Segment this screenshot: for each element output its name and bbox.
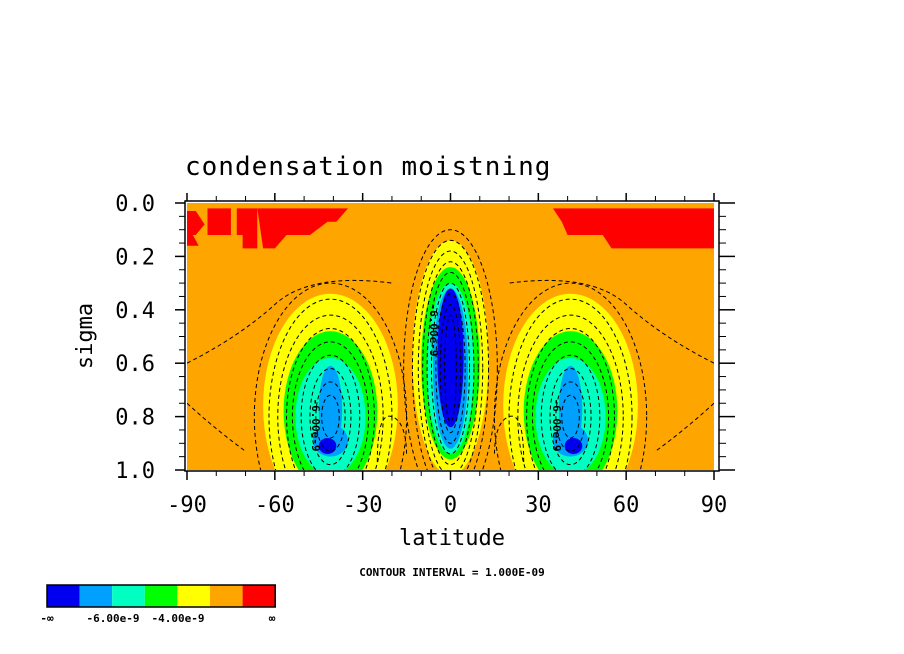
x-tick-label: 90 <box>701 493 728 518</box>
colorbar-swatch <box>210 585 243 607</box>
colorbar-swatch <box>242 585 276 607</box>
colorbar-label-1: -6.00e-9 <box>87 612 140 625</box>
y-axis-label: sigma <box>73 303 98 369</box>
contour-line <box>187 279 393 364</box>
contour-line <box>508 279 714 364</box>
y-tick-label: 0.0 <box>115 192 155 217</box>
x-tick-label: 60 <box>613 493 640 518</box>
blob-left-min <box>318 437 337 454</box>
x-tick-label: -60 <box>255 493 295 518</box>
y-tick-label: 0.8 <box>115 406 155 431</box>
colorbar-frame <box>46 584 276 608</box>
contour-line <box>417 250 484 470</box>
y-tick-label: 0.2 <box>115 245 155 270</box>
contour-line <box>315 381 346 452</box>
colorbar-swatch <box>47 585 80 607</box>
red-patches <box>187 208 714 249</box>
colorbar <box>46 584 276 608</box>
contour-line <box>376 415 408 462</box>
contour-line <box>309 368 352 466</box>
contour-line <box>540 354 601 470</box>
contour-line <box>300 354 361 470</box>
colorbar-label-2: -4.00e-9 <box>152 612 205 625</box>
contour-line <box>430 282 471 455</box>
contour-line <box>493 282 648 470</box>
contour-label-center: -6.00e-9 <box>427 304 440 357</box>
contour-label-right: -6.00e-9 <box>550 399 563 452</box>
x-tick-label: -30 <box>343 493 383 518</box>
contour-line <box>277 314 384 470</box>
y-tick-label: 0.6 <box>115 352 155 377</box>
contour-line <box>493 415 525 462</box>
contour-line <box>549 368 592 466</box>
colorbar-swatch <box>112 585 145 607</box>
colorbar-swatch <box>177 585 210 607</box>
contour-line <box>321 394 340 439</box>
contour-line <box>411 239 490 470</box>
x-tick-label: 30 <box>525 493 552 518</box>
contour-line <box>655 402 714 452</box>
contour-line <box>561 394 580 439</box>
positive-patch <box>207 208 231 236</box>
contour-line <box>187 402 246 452</box>
contour-line <box>444 314 457 423</box>
positive-patch <box>187 235 199 246</box>
blob-center-min <box>437 288 464 428</box>
y-tick-label: 1.0 <box>115 459 155 484</box>
positive-patch <box>187 211 205 236</box>
colorbar-label-pos-inf: ∞ <box>269 612 276 625</box>
colorbar-swatch <box>144 585 178 607</box>
positive-patch <box>257 208 349 249</box>
colorbar-swatch <box>79 585 113 607</box>
contour-line <box>291 341 370 470</box>
contour-line <box>531 341 610 470</box>
contour-line <box>526 328 615 470</box>
contour-interval-note: CONTOUR INTERVAL = 1.000E-09 <box>359 566 544 579</box>
x-tick-label: -90 <box>167 493 207 518</box>
colorbar-label-neg-inf: -∞ <box>40 612 54 625</box>
positive-patch <box>552 208 714 249</box>
contour-line <box>426 271 475 466</box>
contour-line <box>403 229 498 470</box>
contour-line <box>435 293 466 444</box>
positive-patch <box>236 211 255 236</box>
contour-line <box>286 328 375 470</box>
plot-area <box>187 203 714 470</box>
chart-title: condensation moistning <box>185 152 551 182</box>
y-tick-label: 0.4 <box>115 299 155 324</box>
contour-line <box>517 314 624 470</box>
y-axis: 0.0 0.2 0.4 0.6 0.8 1.0 <box>115 192 735 484</box>
blob-right-min <box>564 437 583 454</box>
x-axis: -90 -60 -30 0 30 60 90 <box>167 193 727 518</box>
contour-line <box>422 261 479 470</box>
contour-label-left: -6.00e-9 <box>309 399 322 452</box>
contour-line <box>555 381 586 452</box>
contour-lines <box>187 229 714 470</box>
x-tick-label: 0 <box>444 493 457 518</box>
contour-line <box>439 303 462 434</box>
x-axis-label: latitude <box>399 526 505 551</box>
